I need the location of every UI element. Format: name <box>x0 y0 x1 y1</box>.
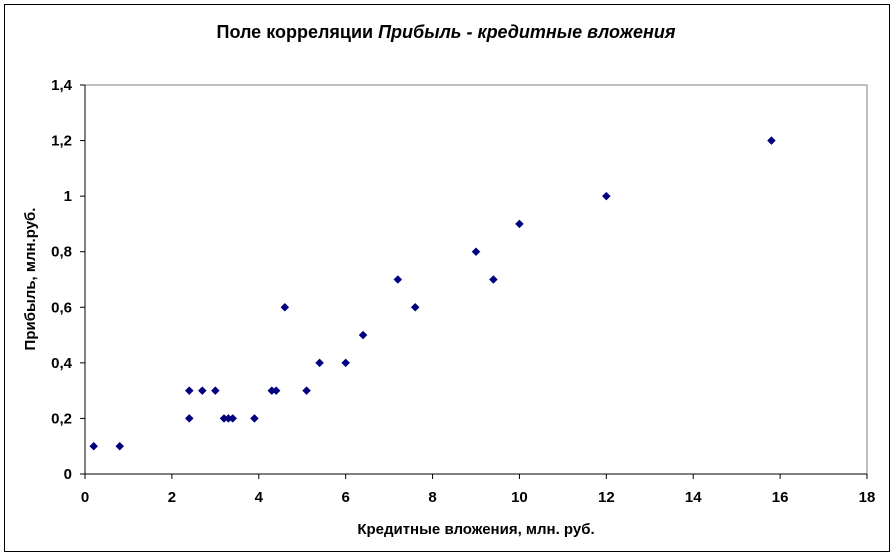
data-point <box>184 386 194 395</box>
x-tick-label: 16 <box>772 489 789 506</box>
x-axis-label: Кредитные вложения, млн. руб. <box>357 521 594 538</box>
data-point <box>89 441 99 451</box>
data-point <box>315 358 324 368</box>
data-point <box>115 441 125 451</box>
x-tick-label: 4 <box>255 489 264 506</box>
y-tick-label: 0 <box>64 466 72 483</box>
y-tick-label: 0,2 <box>51 410 72 427</box>
plot-area <box>84 84 868 475</box>
data-point <box>358 330 368 340</box>
x-axis: 0 2 4 6 8 10 12 14 16 18 <box>81 473 876 506</box>
x-tick-label: 18 <box>859 489 876 506</box>
y-tick-label: 1,2 <box>51 133 72 150</box>
y-axis-label: Прибыль, млн.руб. <box>22 208 39 351</box>
data-point <box>280 302 290 312</box>
chart-title: Поле корреляции Прибыль - кредитные вложе… <box>217 22 676 42</box>
data-point <box>471 247 481 257</box>
data-point <box>410 302 420 312</box>
data-point <box>515 219 524 229</box>
x-tick-label: 6 <box>341 489 349 506</box>
y-tick-label: 0,6 <box>51 299 72 316</box>
data-point <box>184 414 194 423</box>
data-point <box>197 386 207 395</box>
x-tick-label: 10 <box>511 489 528 506</box>
chart-title-plain: Поле корреляции <box>217 22 374 42</box>
data-point <box>228 414 238 423</box>
data-point <box>302 386 311 395</box>
x-tick-label: 0 <box>81 489 89 506</box>
y-tick-label: 0,4 <box>51 355 73 372</box>
chart-title-italic: Прибыль - кредитные вложения <box>378 22 676 42</box>
data-point <box>489 275 498 284</box>
data-point <box>601 191 611 201</box>
y-tick-label: 1 <box>64 188 72 205</box>
data-point <box>767 136 776 145</box>
x-tick-label: 12 <box>598 489 615 506</box>
data-points <box>89 136 776 451</box>
data-point <box>250 414 259 423</box>
y-axis: 0 0,2 0,4 0,6 0,8 1 1,2 1,4 <box>51 77 86 483</box>
data-point <box>271 386 281 395</box>
y-tick-label: 1,4 <box>51 77 73 94</box>
data-point <box>393 275 403 284</box>
data-point <box>341 358 351 368</box>
x-tick-label: 14 <box>685 489 702 506</box>
x-tick-label: 8 <box>428 489 436 506</box>
y-tick-label: 0,8 <box>51 244 72 261</box>
x-tick-label: 2 <box>168 489 176 506</box>
data-point <box>210 386 220 395</box>
